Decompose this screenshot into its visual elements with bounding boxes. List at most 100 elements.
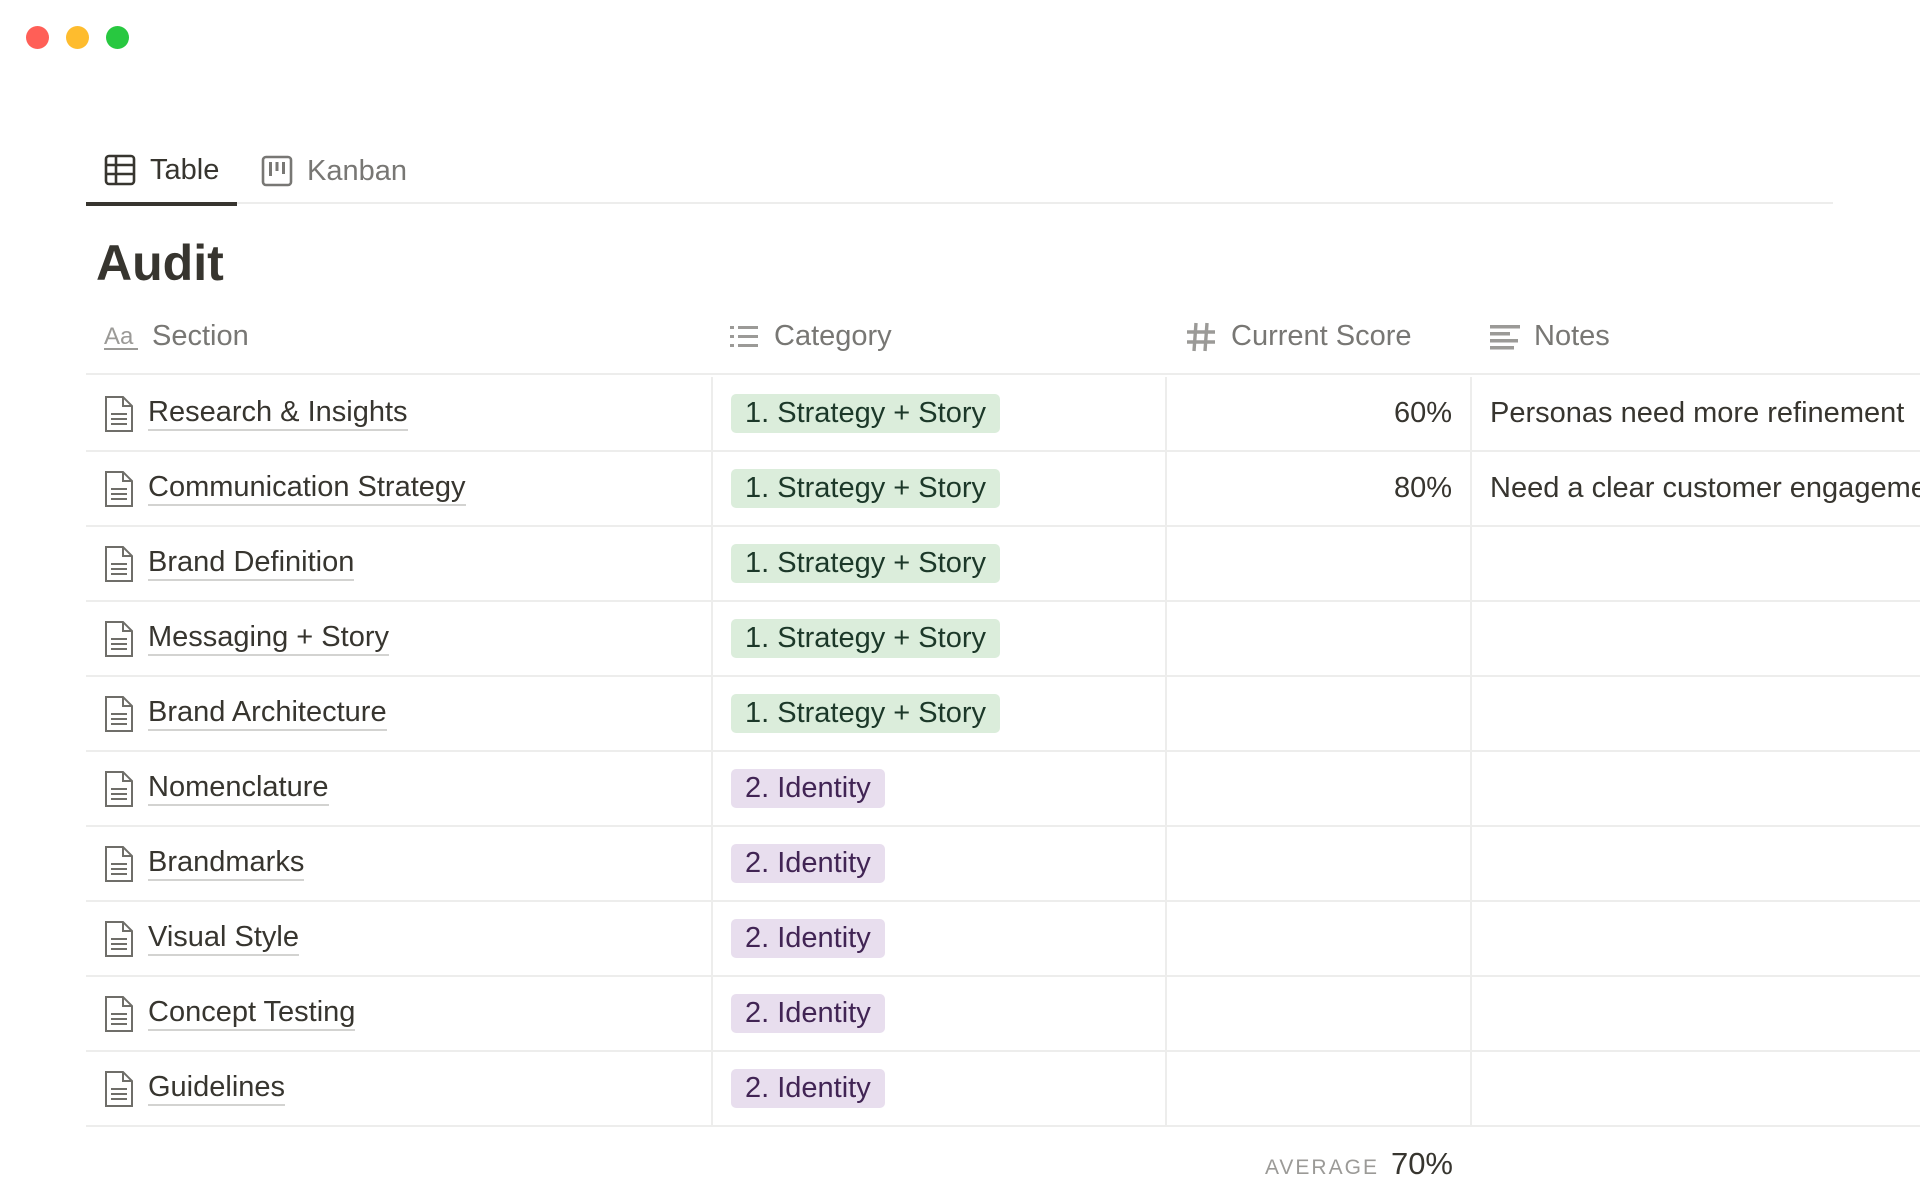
notes-text: Need a clear customer engagement (1490, 472, 1920, 504)
score-value: 80% (1393, 472, 1452, 504)
section-cell[interactable]: Messaging + Story (86, 602, 713, 675)
category-tag: 2. Identity (731, 919, 885, 958)
table-row[interactable]: Visual Style 2. Identity (86, 902, 1920, 977)
section-cell[interactable]: Brand Architecture (86, 677, 713, 750)
score-value: 60% (1393, 397, 1452, 429)
column-label: Category (774, 320, 892, 352)
section-name[interactable]: Brand Definition (148, 546, 355, 582)
table-row[interactable]: Brand Definition 1. Strategy + Story (86, 527, 1920, 602)
score-cell[interactable] (1167, 602, 1472, 675)
table-row[interactable]: Guidelines 2. Identity (86, 1052, 1920, 1127)
section-name[interactable]: Concept Testing (148, 996, 356, 1032)
section-name[interactable]: Messaging + Story (148, 621, 389, 657)
section-cell[interactable]: Nomenclature (86, 752, 713, 825)
category-cell[interactable]: 1. Strategy + Story (713, 602, 1167, 675)
category-cell[interactable]: 2. Identity (713, 977, 1167, 1050)
table-row[interactable]: Brand Architecture 1. Strategy + Story (86, 677, 1920, 752)
page-title: Audit (96, 235, 224, 291)
section-name[interactable]: Research & Insights (148, 396, 408, 432)
notes-cell[interactable] (1472, 677, 1920, 750)
window-minimize-button[interactable] (66, 26, 89, 49)
category-cell[interactable]: 2. Identity (713, 827, 1167, 900)
notes-cell[interactable] (1472, 527, 1920, 600)
score-cell[interactable] (1167, 1052, 1472, 1125)
section-cell[interactable]: Guidelines (86, 1052, 713, 1125)
table-icon (104, 154, 136, 186)
text-aa-icon: Aa (104, 322, 138, 352)
column-header-current-score[interactable]: Current Score (1167, 300, 1472, 373)
category-cell[interactable]: 1. Strategy + Story (713, 452, 1167, 525)
section-name[interactable]: Communication Strategy (148, 471, 466, 507)
score-cell[interactable] (1167, 977, 1472, 1050)
svg-text:Aa: Aa (104, 323, 134, 350)
category-cell[interactable]: 2. Identity (713, 902, 1167, 975)
category-cell[interactable]: 1. Strategy + Story (713, 377, 1167, 450)
section-cell[interactable]: Visual Style (86, 902, 713, 975)
average-value: 70% (1390, 1146, 1453, 1181)
page-document-icon (104, 770, 134, 808)
section-cell[interactable]: Concept Testing (86, 977, 713, 1050)
window-zoom-button[interactable] (106, 26, 129, 49)
score-cell[interactable] (1167, 527, 1472, 600)
category-tag: 1. Strategy + Story (731, 619, 1000, 658)
section-name[interactable]: Brandmarks (148, 846, 305, 882)
section-name[interactable]: Guidelines (148, 1071, 286, 1107)
table-row[interactable]: Communication Strategy 1. Strategy + Sto… (86, 452, 1920, 527)
table-row[interactable]: Concept Testing 2. Identity (86, 977, 1920, 1052)
notes-cell[interactable] (1472, 602, 1920, 675)
notes-cell[interactable]: Need a clear customer engagement (1472, 452, 1920, 525)
tab-label: Table (150, 153, 220, 186)
notes-cell[interactable] (1472, 902, 1920, 975)
category-cell[interactable]: 2. Identity (713, 1052, 1167, 1125)
table-row[interactable]: Nomenclature 2. Identity (86, 752, 1920, 827)
section-name[interactable]: Nomenclature (148, 771, 329, 807)
kanban-icon (261, 155, 293, 187)
category-tag: 1. Strategy + Story (731, 694, 1000, 733)
column-header-category[interactable]: Category (713, 300, 1167, 373)
score-average[interactable]: AVERAGE 70% (1265, 1146, 1453, 1182)
hash-icon (1185, 321, 1217, 353)
section-cell[interactable]: Brand Definition (86, 527, 713, 600)
tab-table[interactable]: Table (86, 138, 238, 206)
score-cell[interactable] (1167, 752, 1472, 825)
notes-cell[interactable] (1472, 977, 1920, 1050)
category-cell[interactable]: 1. Strategy + Story (713, 677, 1167, 750)
notes-cell[interactable] (1472, 752, 1920, 825)
tab-label: Kanban (307, 154, 407, 187)
notes-cell[interactable] (1472, 1052, 1920, 1125)
score-cell[interactable] (1167, 902, 1472, 975)
score-cell[interactable] (1167, 827, 1472, 900)
category-tag: 1. Strategy + Story (731, 394, 1000, 433)
section-cell[interactable]: Research & Insights (86, 377, 713, 450)
column-label: Current Score (1231, 320, 1412, 352)
column-header-section[interactable]: Aa Section (86, 300, 713, 373)
notes-cell[interactable] (1472, 827, 1920, 900)
window-close-button[interactable] (26, 26, 49, 49)
tab-kanban[interactable]: Kanban (243, 138, 425, 204)
section-cell[interactable]: Communication Strategy (86, 452, 713, 525)
table-row[interactable]: Brandmarks 2. Identity (86, 827, 1920, 902)
average-label: AVERAGE (1264, 1156, 1379, 1179)
section-name[interactable]: Visual Style (148, 921, 299, 957)
view-tabs: Table Kanban (86, 138, 1833, 206)
table-row[interactable]: Research & Insights 1. Strategy + Story … (86, 377, 1920, 452)
column-label: Notes (1534, 320, 1610, 352)
category-cell[interactable]: 1. Strategy + Story (713, 527, 1167, 600)
category-tag: 2. Identity (731, 769, 885, 808)
page-document-icon (104, 695, 134, 733)
table-row[interactable]: Messaging + Story 1. Strategy + Story (86, 602, 1920, 677)
page-document-icon (104, 1070, 134, 1108)
category-cell[interactable]: 2. Identity (713, 752, 1167, 825)
category-tag: 1. Strategy + Story (731, 469, 1000, 508)
category-tag: 2. Identity (731, 844, 885, 883)
table-header: Aa Section Category Current Score Notes (86, 300, 1920, 375)
page-document-icon (104, 620, 134, 658)
page-document-icon (104, 920, 134, 958)
section-name[interactable]: Brand Architecture (148, 696, 387, 732)
score-cell[interactable]: 80% (1167, 452, 1472, 525)
column-header-notes[interactable]: Notes (1472, 300, 1920, 373)
score-cell[interactable] (1167, 677, 1472, 750)
notes-cell[interactable]: Personas need more refinement (1472, 377, 1920, 450)
score-cell[interactable]: 60% (1167, 377, 1472, 450)
section-cell[interactable]: Brandmarks (86, 827, 713, 900)
